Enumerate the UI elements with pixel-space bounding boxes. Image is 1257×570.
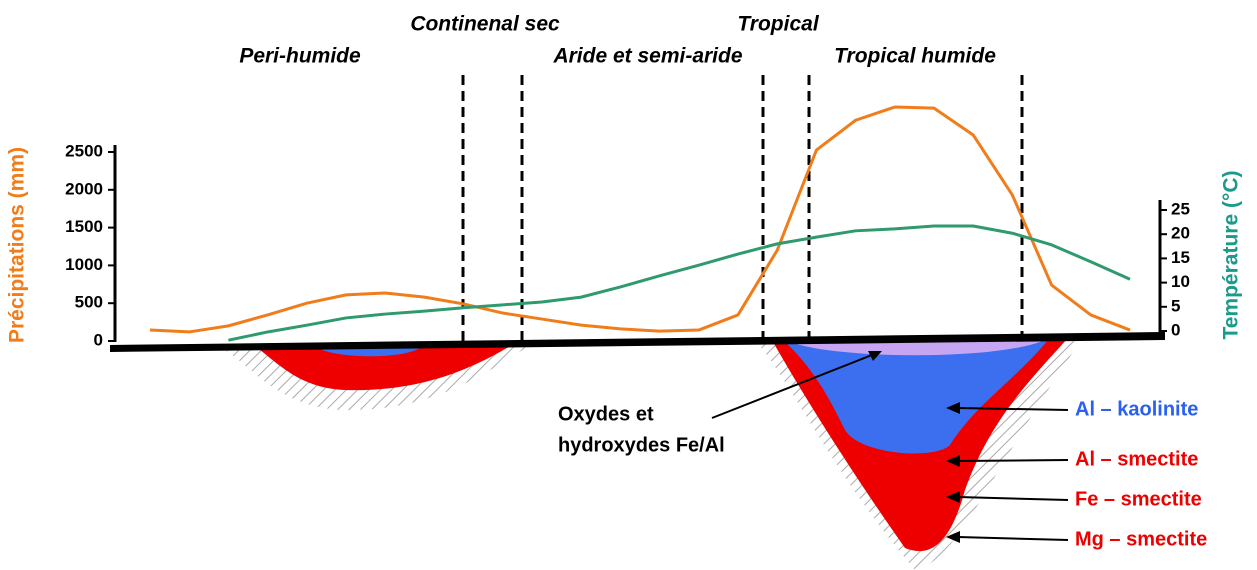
mineral-label: Mg – smectite — [1075, 528, 1207, 550]
zone-separators — [461, 75, 1024, 342]
line-series — [149, 105, 1131, 334]
y2-tick-label: 10 — [1171, 272, 1190, 291]
y2-tick-label: 0 — [1171, 320, 1180, 339]
mineral-arrows — [957, 407, 1069, 541]
line-series — [228, 224, 1131, 342]
mineral-label: Al – smectite — [1075, 448, 1198, 470]
y-axis-label: Précipitations (mm) — [6, 147, 29, 343]
y-tick-label: 2000 — [65, 179, 103, 198]
ground-line — [110, 332, 1165, 352]
arrow-head — [868, 351, 882, 361]
y-tick-label: 1000 — [65, 255, 103, 274]
soil-profile — [215, 335, 1085, 570]
y-tick-label: 2500 — [65, 141, 103, 160]
zone-label: Aride et semi-aride — [552, 45, 742, 68]
zone-label: Continenal sec — [410, 13, 560, 36]
mineral-label: Fe – smectite — [1075, 488, 1202, 510]
mineral-label: Al – kaolinite — [1075, 398, 1198, 420]
annotation-arrow — [711, 354, 873, 419]
zone-label: Tropical humide — [834, 45, 996, 68]
y2-tick-label: 20 — [1171, 224, 1190, 243]
y2-tick-label: 15 — [1171, 248, 1190, 267]
annotation: Oxydes et — [558, 403, 654, 425]
annotation: hydroxydes Fe/Al — [558, 434, 725, 456]
y-tick-label: 1500 — [65, 217, 103, 236]
y2-axis-label: Température (°C) — [1220, 170, 1243, 339]
y-tick-label: 0 — [94, 330, 103, 349]
zone-label: Peri-humide — [239, 45, 361, 68]
arrow-heads — [946, 402, 960, 543]
y-tick-label: 500 — [75, 293, 103, 312]
zone-label: Tropical — [737, 13, 819, 36]
y2-tick-label: 5 — [1171, 296, 1180, 315]
y2-tick-label: 25 — [1171, 199, 1190, 218]
